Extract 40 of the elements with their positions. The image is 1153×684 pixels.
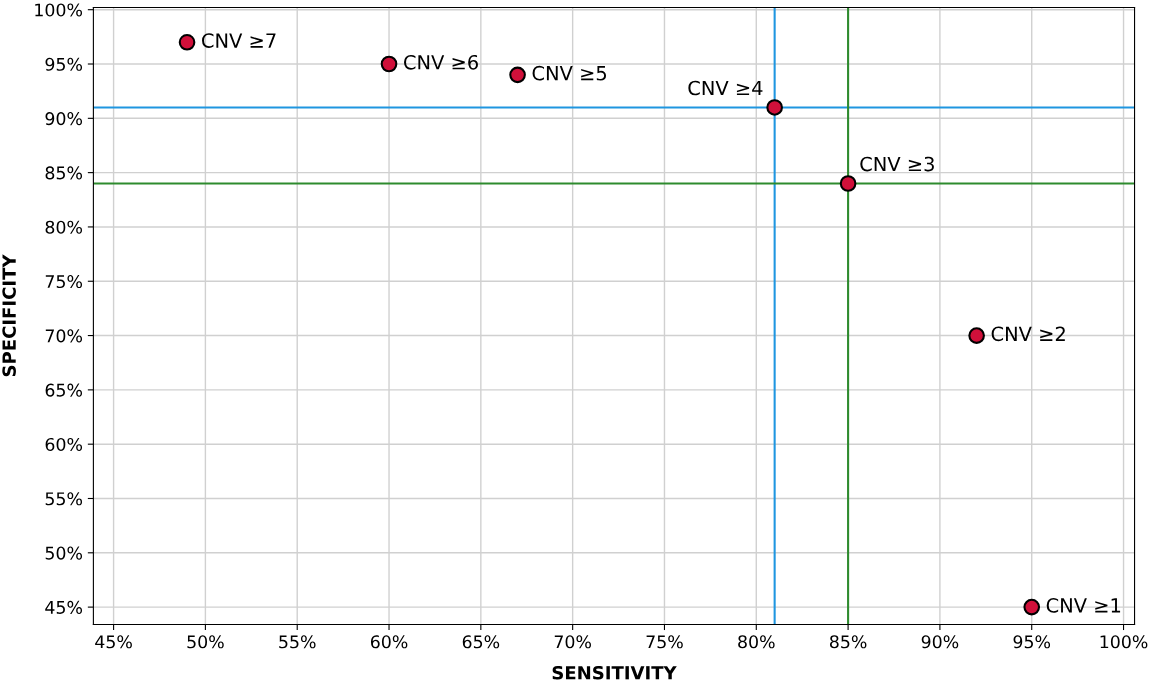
point — [1023, 598, 1041, 616]
x-tick-label: 70% — [554, 635, 591, 649]
point — [178, 33, 196, 51]
point — [380, 55, 398, 73]
y-tick-label: 70% — [45, 329, 83, 343]
point — [968, 327, 985, 344]
annotation: CNV ≥7 — [202, 33, 276, 48]
annotation: CNV ≥1 — [1046, 598, 1121, 613]
annotation: CNV ≥5 — [532, 65, 607, 81]
annotation: CNV ≥4 — [688, 80, 763, 96]
x-tick-label: 55% — [279, 635, 316, 649]
x-tick-label: 90% — [921, 635, 959, 649]
annotation: CNV ≥6 — [404, 54, 478, 70]
x-tick-label: 45% — [95, 635, 132, 649]
x-tick-label: 50% — [187, 635, 224, 649]
x-axis-title: SENSITIVITY — [552, 665, 677, 680]
y-tick-label: 65% — [45, 383, 83, 397]
y-tick-label: 90% — [45, 112, 83, 126]
x-tick-label: 95% — [1013, 635, 1051, 649]
x-tick-label: 100% — [1100, 635, 1148, 649]
y-tick-label: 75% — [45, 274, 83, 289]
y-tick-label: 50% — [45, 546, 83, 560]
point — [509, 66, 526, 84]
y-tick-label: 95% — [45, 57, 83, 71]
x-tick-label: 60% — [370, 635, 408, 649]
y-tick-label: 85% — [45, 166, 83, 180]
y-tick-label: 45% — [45, 600, 83, 614]
y-tick-label: 100% — [35, 3, 83, 17]
annotation: CNV ≥3 — [860, 156, 934, 172]
point — [766, 99, 783, 116]
x-tick-label: 65% — [462, 635, 500, 649]
y-tick-label: 80% — [45, 220, 83, 234]
x-tick-label: 85% — [829, 635, 867, 649]
point — [839, 175, 857, 192]
x-tick-label: 75% — [646, 635, 683, 649]
y-tick-label: 55% — [45, 492, 83, 506]
y-tick-label: 60% — [45, 437, 83, 452]
y-axis-title: SPECIFICITY — [2, 254, 16, 377]
annotation: CNV ≥2 — [991, 326, 1065, 342]
x-tick-label: 80% — [738, 635, 775, 649]
